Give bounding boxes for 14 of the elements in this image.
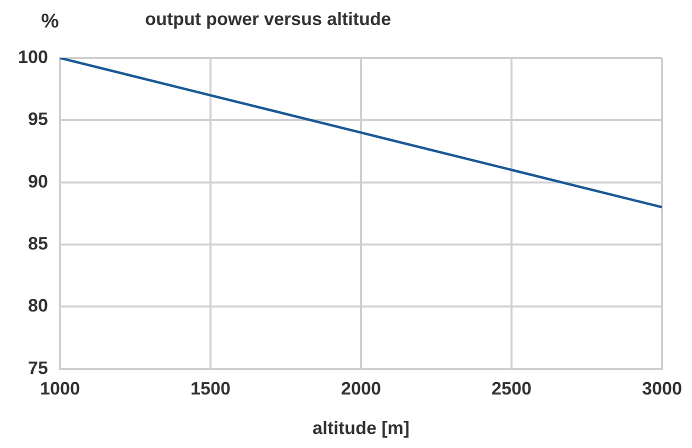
chart-title: output power versus altitude [145,8,392,29]
x-tick-label: 1000 [40,378,80,399]
x-tick-label: 2000 [340,378,382,399]
y-tick-label: 85 [28,233,48,254]
x-tick-label: 1500 [190,378,231,399]
y-tick-label: 75 [28,358,48,378]
x-tick-label: 3000 [642,378,682,399]
y-tick-label: 90 [28,171,48,192]
y-axis-title: % [41,10,60,33]
x-tick-label: 2500 [491,378,532,399]
y-tick-label: 95 [28,109,48,130]
y-tick-label: 80 [28,296,48,316]
y-tick-label: 100 [18,46,48,67]
x-axis-title: altitude [m] [312,418,410,438]
